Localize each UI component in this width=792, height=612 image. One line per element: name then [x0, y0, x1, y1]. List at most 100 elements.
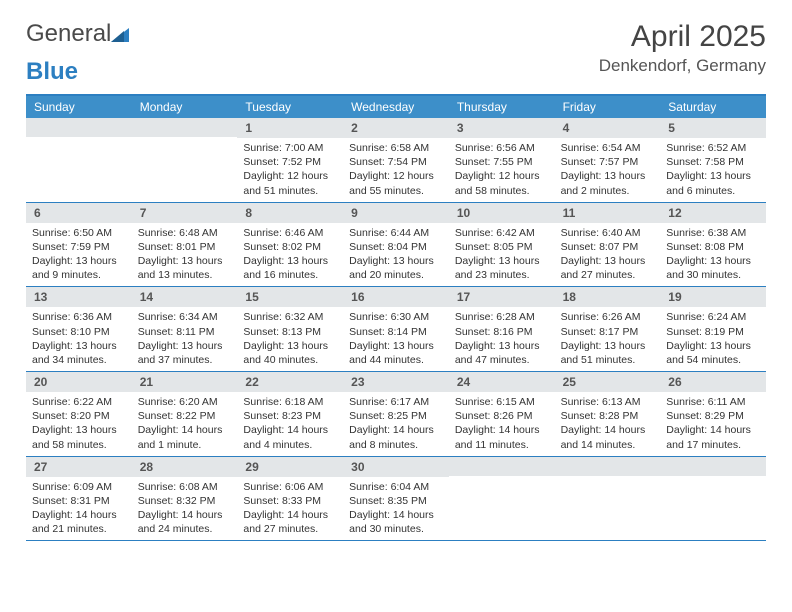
day-body: Sunrise: 6:06 AMSunset: 8:33 PMDaylight:… [237, 477, 343, 541]
day-cell: 9Sunrise: 6:44 AMSunset: 8:04 PMDaylight… [343, 203, 449, 287]
day-body: Sunrise: 6:26 AMSunset: 8:17 PMDaylight:… [555, 307, 661, 371]
sunrise-text: Sunrise: 6:58 AM [349, 141, 443, 155]
day-number: 5 [660, 118, 766, 138]
daylight-text: Daylight: 12 hours and 51 minutes. [243, 169, 337, 197]
sunrise-text: Sunrise: 6:06 AM [243, 480, 337, 494]
daylight-text: Daylight: 14 hours and 1 minute. [138, 423, 232, 451]
day-number: 4 [555, 118, 661, 138]
month-title: April 2025 [599, 20, 766, 54]
daylight-text: Daylight: 13 hours and 9 minutes. [32, 254, 126, 282]
day-body: Sunrise: 6:13 AMSunset: 8:28 PMDaylight:… [555, 392, 661, 456]
day-cell [449, 457, 555, 541]
sunrise-text: Sunrise: 6:42 AM [455, 226, 549, 240]
day-header-row: Sunday Monday Tuesday Wednesday Thursday… [26, 96, 766, 118]
day-number [132, 118, 238, 137]
sunrise-text: Sunrise: 6:54 AM [561, 141, 655, 155]
day-cell: 18Sunrise: 6:26 AMSunset: 8:17 PMDayligh… [555, 287, 661, 371]
day-number [555, 457, 661, 476]
day-header: Friday [555, 96, 661, 118]
sunset-text: Sunset: 8:20 PM [32, 409, 126, 423]
sunset-text: Sunset: 8:10 PM [32, 325, 126, 339]
daylight-text: Daylight: 14 hours and 24 minutes. [138, 508, 232, 536]
daylight-text: Daylight: 14 hours and 17 minutes. [666, 423, 760, 451]
logo-text-2: Blue [26, 58, 78, 86]
sunset-text: Sunset: 8:11 PM [138, 325, 232, 339]
sunset-text: Sunset: 8:29 PM [666, 409, 760, 423]
day-body: Sunrise: 6:34 AMSunset: 8:11 PMDaylight:… [132, 307, 238, 371]
day-body: Sunrise: 6:22 AMSunset: 8:20 PMDaylight:… [26, 392, 132, 456]
sunset-text: Sunset: 8:19 PM [666, 325, 760, 339]
day-cell: 28 Sunrise: 6:08 AMSunset: 8:32 PMDayligh… [132, 457, 238, 541]
day-body: Sunrise: 6:11 AMSunset: 8:29 PMDaylight:… [660, 392, 766, 456]
sunset-text: Sunset: 8:17 PM [561, 325, 655, 339]
daylight-text: Daylight: 13 hours and 34 minutes. [32, 339, 126, 367]
day-number: 3 [449, 118, 555, 138]
daylight-text: Daylight: 12 hours and 55 minutes. [349, 169, 443, 197]
day-number: 24 [449, 372, 555, 392]
day-cell: 1Sunrise: 7:00 AMSunset: 7:52 PMDaylight… [237, 118, 343, 202]
day-number: 28 [132, 457, 238, 477]
day-body: Sunrise: 6:30 AMSunset: 8:14 PMDaylight:… [343, 307, 449, 371]
sunrise-text: Sunrise: 6:20 AM [138, 395, 232, 409]
day-number: 8 [237, 203, 343, 223]
day-number: 10 [449, 203, 555, 223]
week-row: 20Sunrise: 6:22 AMSunset: 8:20 PMDayligh… [26, 372, 766, 457]
day-number: 9 [343, 203, 449, 223]
sunset-text: Sunset: 7:58 PM [666, 155, 760, 169]
day-cell: 5Sunrise: 6:52 AMSunset: 7:58 PMDaylight… [660, 118, 766, 202]
day-body: Sunrise: 6:09 AMSunset: 8:31 PMDaylight:… [26, 477, 132, 541]
sunset-text: Sunset: 7:52 PM [243, 155, 337, 169]
location: Denkendorf, Germany [599, 56, 766, 76]
day-body: Sunrise: 6:36 AMSunset: 8:10 PMDaylight:… [26, 307, 132, 371]
day-number: 15 [237, 287, 343, 307]
daylight-text: Daylight: 13 hours and 2 minutes. [561, 169, 655, 197]
day-cell: 6Sunrise: 6:50 AMSunset: 7:59 PMDaylight… [26, 203, 132, 287]
day-body: Sunrise: 6:38 AMSunset: 8:08 PMDaylight:… [660, 223, 766, 287]
sunrise-text: Sunrise: 6:08 AM [138, 480, 232, 494]
day-body: Sunrise: 6:46 AMSunset: 8:02 PMDaylight:… [237, 223, 343, 287]
week-row: 1Sunrise: 7:00 AMSunset: 7:52 PMDaylight… [26, 118, 766, 203]
daylight-text: Daylight: 13 hours and 27 minutes. [561, 254, 655, 282]
day-body: Sunrise: 6:20 AMSunset: 8:22 PMDaylight:… [132, 392, 238, 456]
sunrise-text: Sunrise: 6:17 AM [349, 395, 443, 409]
daylight-text: Daylight: 13 hours and 47 minutes. [455, 339, 549, 367]
daylight-text: Daylight: 13 hours and 58 minutes. [32, 423, 126, 451]
sunrise-text: Sunrise: 6:44 AM [349, 226, 443, 240]
day-cell: 22Sunrise: 6:18 AMSunset: 8:23 PMDayligh… [237, 372, 343, 456]
day-body [449, 476, 555, 534]
sunset-text: Sunset: 8:05 PM [455, 240, 549, 254]
sunrise-text: Sunrise: 6:13 AM [561, 395, 655, 409]
sunrise-text: Sunrise: 6:30 AM [349, 310, 443, 324]
day-cell: 27Sunrise: 6:09 AMSunset: 8:31 PMDayligh… [26, 457, 132, 541]
day-body [660, 476, 766, 534]
day-number: 30 [343, 457, 449, 477]
sunset-text: Sunset: 8:32 PM [138, 494, 232, 508]
daylight-text: Daylight: 14 hours and 11 minutes. [455, 423, 549, 451]
sunrise-text: Sunrise: 6:52 AM [666, 141, 760, 155]
day-cell: 26Sunrise: 6:11 AMSunset: 8:29 PMDayligh… [660, 372, 766, 456]
day-cell: 24Sunrise: 6:15 AMSunset: 8:26 PMDayligh… [449, 372, 555, 456]
day-number: 7 [132, 203, 238, 223]
sunset-text: Sunset: 7:55 PM [455, 155, 549, 169]
day-body: Sunrise: 6:50 AMSunset: 7:59 PMDaylight:… [26, 223, 132, 287]
logo-sail-icon [111, 21, 129, 35]
day-number: 17 [449, 287, 555, 307]
day-cell: 19Sunrise: 6:24 AMSunset: 8:19 PMDayligh… [660, 287, 766, 371]
sunrise-text: Sunrise: 6:26 AM [561, 310, 655, 324]
daylight-text: Daylight: 13 hours and 44 minutes. [349, 339, 443, 367]
day-cell: 17Sunrise: 6:28 AMSunset: 8:16 PMDayligh… [449, 287, 555, 371]
sunset-text: Sunset: 8:23 PM [243, 409, 337, 423]
day-cell: 15Sunrise: 6:32 AMSunset: 8:13 PMDayligh… [237, 287, 343, 371]
day-number: 27 [26, 457, 132, 477]
day-body: Sunrise: 6:52 AMSunset: 7:58 PMDaylight:… [660, 138, 766, 202]
day-cell: 2Sunrise: 6:58 AMSunset: 7:54 PMDaylight… [343, 118, 449, 202]
day-body: Sunrise: 6:18 AMSunset: 8:23 PMDaylight:… [237, 392, 343, 456]
day-header: Monday [132, 96, 238, 118]
sunset-text: Sunset: 8:22 PM [138, 409, 232, 423]
sunset-text: Sunset: 7:57 PM [561, 155, 655, 169]
day-body: Sunrise: 6:54 AMSunset: 7:57 PMDaylight:… [555, 138, 661, 202]
day-number: 25 [555, 372, 661, 392]
week-row: 27Sunrise: 6:09 AMSunset: 8:31 PMDayligh… [26, 457, 766, 542]
day-body: Sunrise: 6:32 AMSunset: 8:13 PMDaylight:… [237, 307, 343, 371]
sunset-text: Sunset: 8:16 PM [455, 325, 549, 339]
